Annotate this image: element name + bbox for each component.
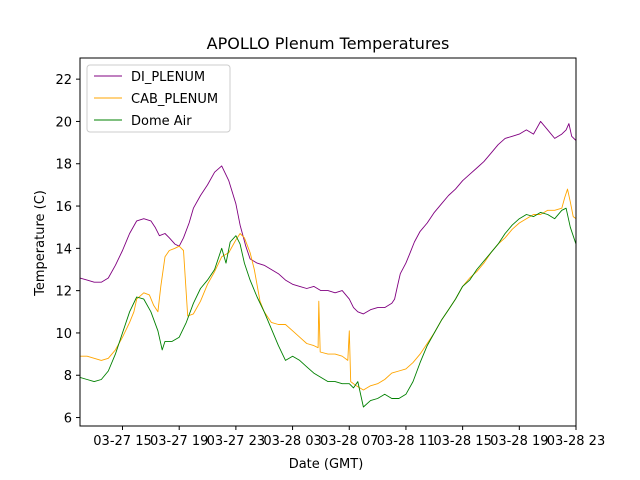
legend-label-di-plenum: DI_PLENUM — [131, 70, 205, 85]
plot-frame — [79, 57, 577, 427]
x-tick-label: 03-28 19 — [490, 434, 548, 449]
y-tick-label: 20 — [55, 115, 72, 130]
x-tick-label: 03-28 11 — [377, 434, 435, 449]
y-tick-label: 10 — [55, 327, 72, 342]
y-tick-label: 12 — [55, 285, 72, 300]
y-tick-label: 18 — [55, 158, 72, 173]
chart-title: APOLLO Plenum Temperatures — [207, 34, 450, 53]
y-tick-label: 6 — [64, 412, 72, 427]
y-tick-label: 22 — [55, 73, 72, 88]
x-axis-label: Date (GMT) — [289, 457, 364, 472]
legend: DI_PLENUM CAB_PLENUM Dome Air — [86, 64, 231, 133]
x-tick-label: 03-27 23 — [207, 434, 265, 449]
x-tick-label: 03-27 15 — [93, 434, 151, 449]
legend-label-dome-air: Dome Air — [131, 114, 192, 129]
x-tick-label: 03-27 19 — [150, 434, 208, 449]
x-tick-label: 03-28 07 — [320, 434, 378, 449]
y-axis-label: Temperature (C) — [33, 190, 48, 297]
series-line-di-plenum — [80, 120, 576, 315]
x-tick-label: 03-28 15 — [433, 434, 491, 449]
x-tick-label: 03-28 03 — [263, 434, 321, 449]
legend-label-cab-plenum: CAB_PLENUM — [131, 92, 218, 107]
y-tick-label: 8 — [64, 369, 72, 384]
x-tick-label: 03-28 23 — [547, 434, 605, 449]
y-tick-label: 14 — [55, 242, 72, 257]
y-tick-label: 16 — [55, 200, 72, 215]
legend-box — [86, 64, 231, 133]
series-line-dome-air — [80, 207, 576, 408]
